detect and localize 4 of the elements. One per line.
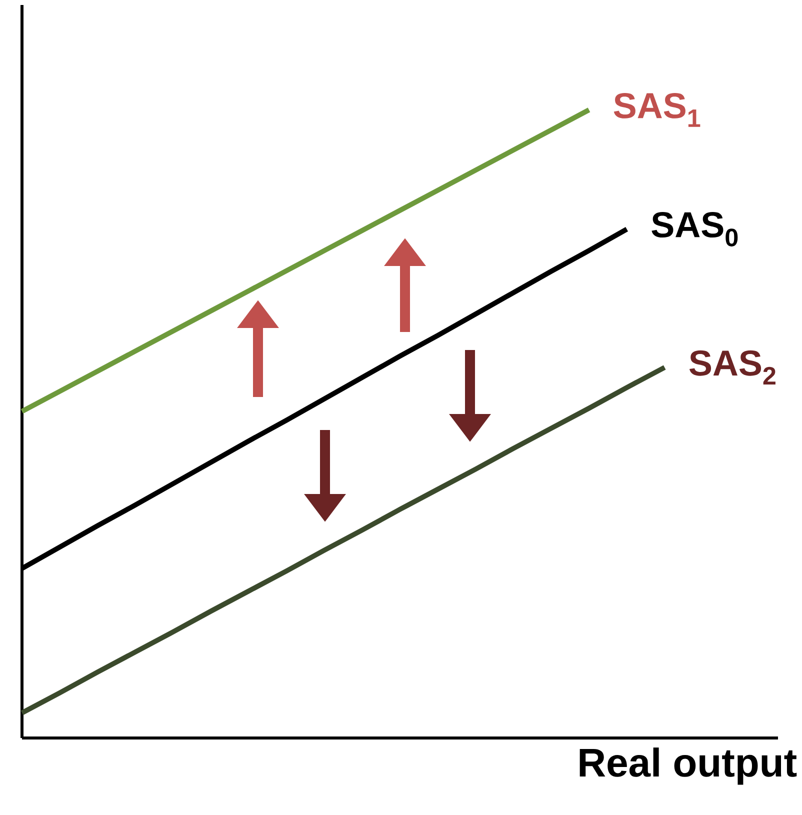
series-label: SAS$_{2}$ xyxy=(689,350,776,384)
series-label: SAS$_{0}$ xyxy=(652,212,738,246)
series-label: SAS$_{1}$ xyxy=(614,92,700,127)
x-axis-title: Real output xyxy=(580,748,797,785)
